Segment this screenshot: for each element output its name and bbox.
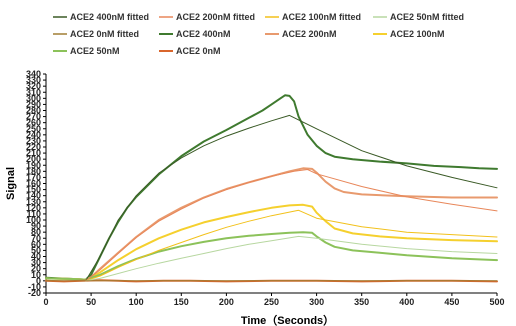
y-tick-label: 90: [31, 221, 41, 231]
series-line-ace2-400nm: [45, 94, 498, 281]
x-axis-title: Time（Seconds）: [241, 314, 334, 326]
legend-label-ace2-50nm: ACE2 50nM: [70, 46, 120, 56]
y-tick-label: 60: [31, 239, 41, 249]
plot-area: [45, 94, 498, 283]
y-tick-label: 220: [26, 142, 41, 152]
x-tick-label: 150: [174, 297, 189, 307]
y-tick-label: 230: [26, 136, 41, 146]
y-tick-label: 0: [36, 276, 41, 286]
y-tick-label: 20: [31, 264, 41, 274]
y-ticks: -20-100102030405060708090100110120130140…: [26, 69, 46, 298]
legend-label-ace2-200nm: ACE2 200nM: [282, 29, 337, 39]
legend-label-ace2-100nm-fitted: ACE2 100nM fitted: [282, 12, 361, 22]
y-tick-label: 270: [26, 112, 41, 122]
y-tick-label: 170: [26, 172, 41, 182]
legend-label-ace2-0nm-fitted: ACE2 0nM fitted: [70, 29, 139, 39]
y-tick-label: 320: [26, 81, 41, 91]
y-tick-label: 280: [26, 106, 41, 116]
y-tick-label: 200: [26, 154, 41, 164]
y-tick-label: -20: [28, 288, 41, 298]
x-tick-label: 250: [264, 297, 279, 307]
series-line-ace2-50nm-fitted: [85, 235, 498, 282]
x-tick-label: 0: [43, 297, 48, 307]
y-tick-label: 330: [26, 75, 41, 85]
y-tick-label: 190: [26, 160, 41, 170]
y-axis-title: Signal: [5, 167, 17, 200]
y-tick-label: 210: [26, 148, 41, 158]
legend-label-ace2-400nm: ACE2 400nM: [176, 29, 231, 39]
series-line-ace2-100nm-fitted: [85, 209, 498, 282]
y-tick-label: 130: [26, 197, 41, 207]
x-tick-label: 350: [354, 297, 369, 307]
x-tick-label: 50: [86, 297, 96, 307]
y-tick-label: 150: [26, 185, 41, 195]
legend-label-ace2-100nm: ACE2 100nM: [390, 29, 445, 39]
legend-label-ace2-50nm-fitted: ACE2 50nM fitted: [390, 12, 464, 22]
y-tick-label: -10: [28, 282, 41, 292]
y-tick-label: 250: [26, 124, 41, 134]
y-tick-label: 50: [31, 245, 41, 255]
y-tick-label: 110: [26, 209, 41, 219]
y-tick-label: 180: [26, 166, 41, 176]
legend-label-ace2-0nm: ACE2 0nM: [176, 46, 221, 56]
x-tick-label: 300: [309, 297, 324, 307]
x-tick-label: 450: [444, 297, 459, 307]
series-line-ace2-50nm: [45, 231, 498, 281]
y-tick-label: 310: [26, 87, 41, 97]
y-tick-label: 340: [26, 69, 41, 79]
series-line-ace2-200nm-fitted: [85, 169, 498, 282]
y-tick-label: 30: [31, 258, 41, 268]
y-tick-label: 300: [26, 93, 41, 103]
y-tick-label: 10: [31, 270, 41, 280]
chart-axes: -20-100102030405060708090100110120130140…: [26, 69, 505, 307]
y-tick-label: 40: [31, 252, 41, 262]
y-tick-label: 260: [26, 118, 41, 128]
y-tick-label: 160: [26, 179, 41, 189]
y-tick-label: 80: [31, 227, 41, 237]
x-tick-label: 100: [129, 297, 144, 307]
x-tick-label: 200: [219, 297, 234, 307]
x-tick-label: 500: [489, 297, 504, 307]
y-tick-label: 240: [26, 130, 41, 140]
x-ticks: 0 50 100 150 200 250 300 350 400 450 500: [43, 293, 505, 307]
legend-label-ace2-200nm-fitted: ACE2 200nM fitted: [176, 12, 255, 22]
y-tick-label: 70: [31, 233, 41, 243]
series-line-ace2-400nm-fitted: [85, 114, 498, 282]
y-tick-label: 290: [26, 99, 41, 109]
series-line-ace2-100nm: [45, 203, 498, 281]
y-tick-label: 100: [26, 215, 41, 225]
y-tick-label: 140: [26, 191, 41, 201]
legend-label-ace2-400nm-fitted: ACE2 400nM fitted: [70, 12, 149, 22]
chart-legend: ACE2 400nM fitted ACE2 200nM fitted ACE2 1…: [53, 12, 464, 56]
y-tick-label: 120: [26, 203, 41, 213]
x-tick-label: 400: [399, 297, 414, 307]
